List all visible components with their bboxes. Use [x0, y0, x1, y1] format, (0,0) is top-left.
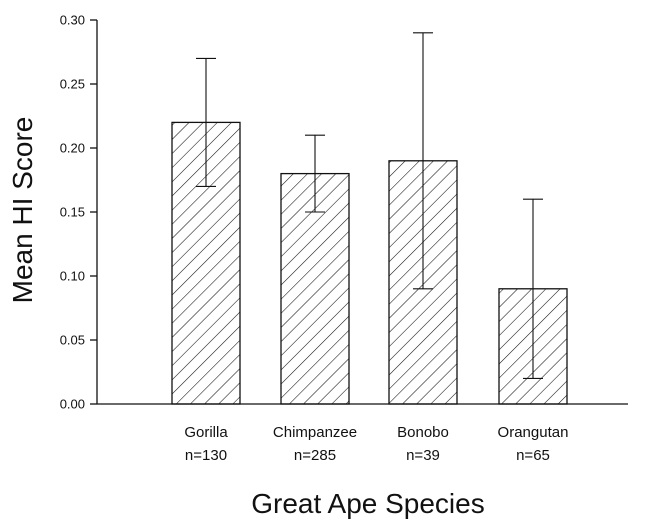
- y-tick-label: 0.15: [60, 205, 85, 220]
- category-label: Chimpanzee: [273, 424, 357, 441]
- y-tick-label: 0.05: [60, 333, 85, 348]
- category-label: Orangutan: [498, 424, 569, 441]
- y-axis-title: Mean HI Score: [7, 117, 38, 304]
- bars: [171, 121, 568, 405]
- x-axis-title: Great Ape Species: [251, 488, 484, 519]
- y-tick-label: 0.10: [60, 269, 85, 284]
- y-tick-label: 0.30: [60, 13, 85, 28]
- error-bars: [196, 32, 543, 379]
- y-tick-label: 0.25: [60, 77, 85, 92]
- sample-size-label: n=285: [294, 447, 336, 464]
- sample-size-label: n=65: [516, 447, 550, 464]
- y-axis: 0.00 0.05 0.10 0.15 0.20 0.25 0.30: [60, 13, 98, 412]
- sample-size-label: n=39: [406, 447, 440, 464]
- sample-size-label: n=130: [185, 447, 227, 464]
- y-tick-label: 0.00: [60, 397, 85, 412]
- category-label: Gorilla: [184, 424, 228, 441]
- category-label: Bonobo: [397, 424, 449, 441]
- y-tick-label: 0.20: [60, 141, 85, 156]
- x-axis: Gorilla n=130 Chimpanzee n=285 Bonobo n=39 Ora…: [97, 403, 628, 464]
